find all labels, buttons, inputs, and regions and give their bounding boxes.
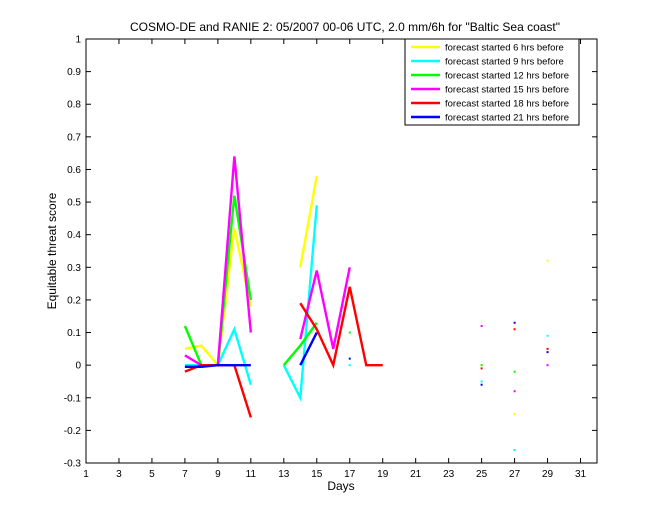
y-tick-label: -0.1 bbox=[64, 393, 82, 404]
y-tick-label: 0.6 bbox=[67, 165, 81, 176]
x-tick-label: 1 bbox=[83, 469, 89, 480]
legend-entry: forecast started 21 hrs before bbox=[411, 113, 569, 124]
legend-entry: forecast started 9 hrs before bbox=[411, 57, 564, 68]
legend-label: forecast started 15 hrs before bbox=[445, 85, 569, 96]
series-line bbox=[282, 322, 318, 366]
legend-box bbox=[404, 38, 580, 126]
data-point bbox=[546, 334, 549, 337]
x-tick-label: 9 bbox=[215, 469, 221, 480]
x-tick-label: 23 bbox=[443, 469, 455, 480]
x-tick-label: 31 bbox=[575, 469, 587, 480]
legend-entry: forecast started 12 hrs before bbox=[411, 71, 569, 82]
y-tick-label: 1 bbox=[75, 35, 81, 46]
x-tick-label: 13 bbox=[278, 469, 290, 480]
data-point bbox=[480, 364, 483, 367]
y-tick-label: 0.4 bbox=[67, 230, 81, 241]
y-tick-label: 0.2 bbox=[67, 295, 81, 306]
data-point bbox=[546, 364, 549, 367]
legend-items: forecast started 6 hrs before forecast st… bbox=[411, 43, 569, 124]
legend-entry: forecast started 18 hrs before bbox=[411, 99, 569, 110]
y-axis: -0.3 -0.2 -0.1 0 0.1 0.2 0.3 0.4 0.5 0.6 0.7 0.8 0.9… bbox=[64, 35, 597, 470]
x-tick-label: 29 bbox=[542, 469, 554, 480]
x-axis: 1 3 5 7 9 11 13 15 17 19 21 23 25 27 29 31 bbox=[83, 39, 587, 480]
y-tick-label: -0.3 bbox=[64, 459, 82, 470]
data-point bbox=[513, 328, 516, 331]
data-point bbox=[513, 390, 516, 393]
data-point bbox=[513, 370, 516, 373]
y-axis-label: Equitable threat score bbox=[45, 192, 59, 309]
x-tick-label: 15 bbox=[311, 469, 323, 480]
y-tick-label: 0.3 bbox=[67, 263, 81, 274]
x-tick-label: 17 bbox=[344, 469, 356, 480]
data-point bbox=[546, 351, 549, 354]
y-tick-label: -0.2 bbox=[64, 426, 82, 437]
legend-label: forecast started 12 hrs before bbox=[445, 71, 569, 82]
x-tick-label: 19 bbox=[377, 469, 389, 480]
data-point bbox=[480, 325, 483, 328]
data-point bbox=[480, 367, 483, 370]
data-point bbox=[480, 383, 483, 386]
series-line bbox=[299, 267, 351, 350]
legend-label: forecast started 18 hrs before bbox=[445, 99, 569, 110]
data-point bbox=[348, 364, 351, 367]
y-tick-label: 0.9 bbox=[67, 67, 81, 78]
series-line bbox=[299, 331, 318, 366]
legend-label: forecast started 21 hrs before bbox=[445, 113, 569, 124]
x-tick-label: 11 bbox=[246, 469, 257, 480]
x-tick-label: 21 bbox=[410, 469, 422, 480]
data-point bbox=[348, 331, 351, 334]
data-point bbox=[513, 413, 516, 416]
x-axis-label: Days bbox=[327, 479, 354, 493]
data-point bbox=[513, 448, 516, 451]
y-tick-label: 0.7 bbox=[67, 132, 81, 143]
legend: forecast started 6 hrs before forecast st… bbox=[404, 38, 580, 126]
chart-title: COSMO-DE and RANIE 2: 05/2007 00-06 UTC,… bbox=[130, 20, 560, 34]
y-tick-label: 0.1 bbox=[67, 328, 81, 339]
legend-entry: forecast started 15 hrs before bbox=[411, 85, 569, 96]
legend-entry: forecast started 6 hrs before bbox=[411, 43, 564, 54]
series-line bbox=[299, 286, 383, 369]
y-tick-label: 0.5 bbox=[67, 198, 81, 209]
series-line bbox=[299, 175, 318, 268]
data-point bbox=[513, 321, 516, 324]
x-tick-label: 7 bbox=[182, 469, 188, 480]
y-tick-label: 0 bbox=[75, 361, 81, 372]
y-tick-label: 0.8 bbox=[67, 100, 81, 111]
series-6 bbox=[184, 321, 549, 386]
x-tick-label: 27 bbox=[509, 469, 521, 480]
data-point bbox=[480, 380, 483, 383]
data-point bbox=[546, 259, 549, 262]
series-layer bbox=[183, 156, 549, 451]
x-tick-label: 3 bbox=[116, 469, 122, 480]
data-point bbox=[546, 347, 549, 350]
legend-label: forecast started 6 hrs before bbox=[445, 43, 564, 54]
series-line bbox=[184, 363, 251, 368]
x-tick-label: 25 bbox=[476, 469, 488, 480]
x-tick-label: 5 bbox=[149, 469, 155, 480]
data-point bbox=[348, 357, 351, 360]
legend-label: forecast started 9 hrs before bbox=[445, 57, 564, 68]
series-line bbox=[282, 205, 318, 403]
